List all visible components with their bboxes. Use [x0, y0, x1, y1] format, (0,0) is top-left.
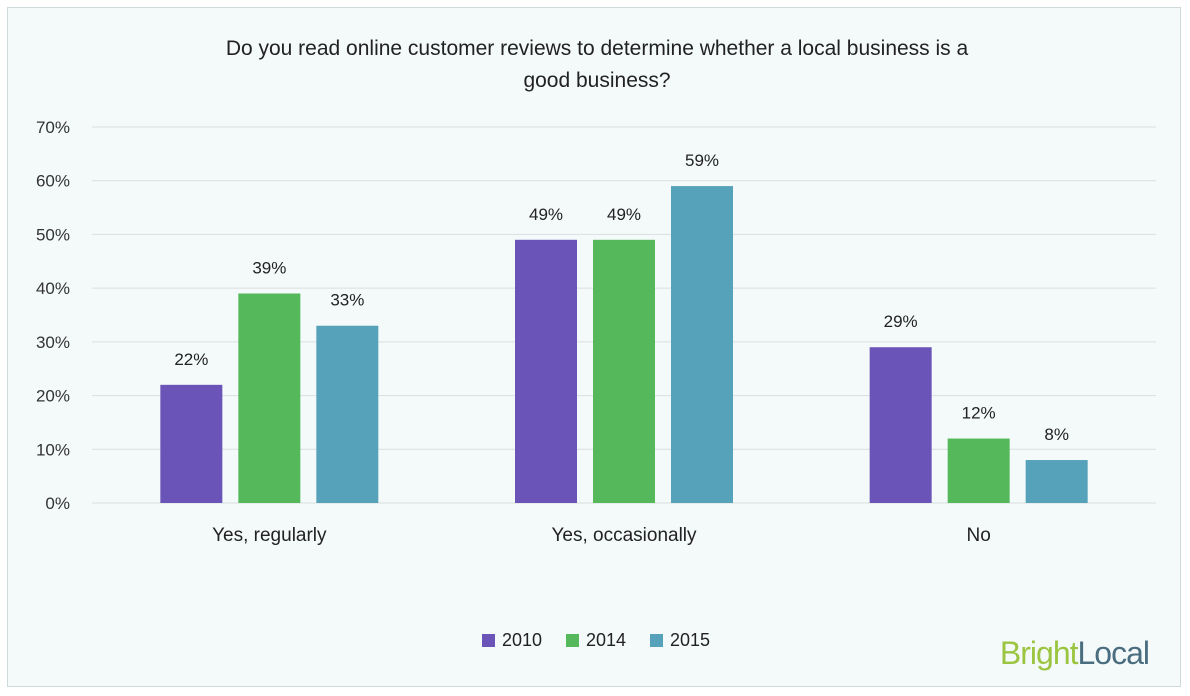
- bar-2010: [869, 347, 932, 503]
- chart-title-line-1: Do you read online customer reviews to d…: [226, 37, 969, 60]
- data-label: 49%: [607, 205, 641, 224]
- data-label: 29%: [884, 312, 918, 331]
- data-label: 22%: [174, 350, 208, 369]
- legend-label-2010: 2010: [502, 630, 542, 650]
- legend-swatch-2014: [566, 634, 579, 647]
- y-axis-ticks: 0% 10% 20% 30% 40% 50% 60% 70%: [36, 118, 70, 513]
- data-label: 33%: [330, 291, 364, 310]
- brand-part-2: Local: [1078, 635, 1150, 671]
- bar-2015: [316, 325, 379, 503]
- x-axis-categories: Yes, regularly Yes, occasionally No: [212, 525, 991, 546]
- y-tick-label: 60%: [36, 172, 70, 191]
- data-labels: 22% 39% 33% 49% 49% 59% 29% 12% 8%: [174, 151, 1069, 444]
- legend-label-2014: 2014: [586, 630, 626, 650]
- bars: [160, 186, 1088, 504]
- y-tick-label: 0%: [45, 494, 70, 513]
- bar-2014: [947, 438, 1010, 503]
- legend-label-2015: 2015: [670, 630, 710, 650]
- data-label: 59%: [685, 151, 719, 170]
- bar-2014: [593, 239, 655, 504]
- y-tick-label: 20%: [36, 387, 70, 406]
- category-label: No: [967, 525, 991, 546]
- y-tick-label: 70%: [36, 118, 70, 137]
- bar-2014: [238, 293, 301, 503]
- legend-swatch-2015: [650, 634, 663, 647]
- y-tick-label: 10%: [36, 440, 70, 459]
- bar-2010: [160, 384, 223, 503]
- legend: 2010 2014 2015: [482, 630, 710, 650]
- brand-part-1: Bright: [1000, 635, 1079, 671]
- bar-2015: [1025, 460, 1088, 503]
- brightlocal-logo: BrightLocal: [1000, 635, 1149, 671]
- category-label: Yes, occasionally: [551, 525, 697, 546]
- y-tick-label: 30%: [36, 333, 70, 352]
- y-tick-label: 40%: [36, 279, 70, 298]
- data-label: 8%: [1044, 425, 1069, 444]
- data-label: 12%: [962, 404, 996, 423]
- data-label: 39%: [252, 259, 286, 278]
- chart-title-line-2: good business?: [523, 69, 670, 92]
- legend-swatch-2010: [482, 634, 495, 647]
- data-label: 49%: [529, 205, 563, 224]
- y-tick-label: 50%: [36, 225, 70, 244]
- bar-2015: [671, 186, 733, 504]
- bar-2010: [515, 239, 577, 504]
- category-label: Yes, regularly: [212, 525, 327, 546]
